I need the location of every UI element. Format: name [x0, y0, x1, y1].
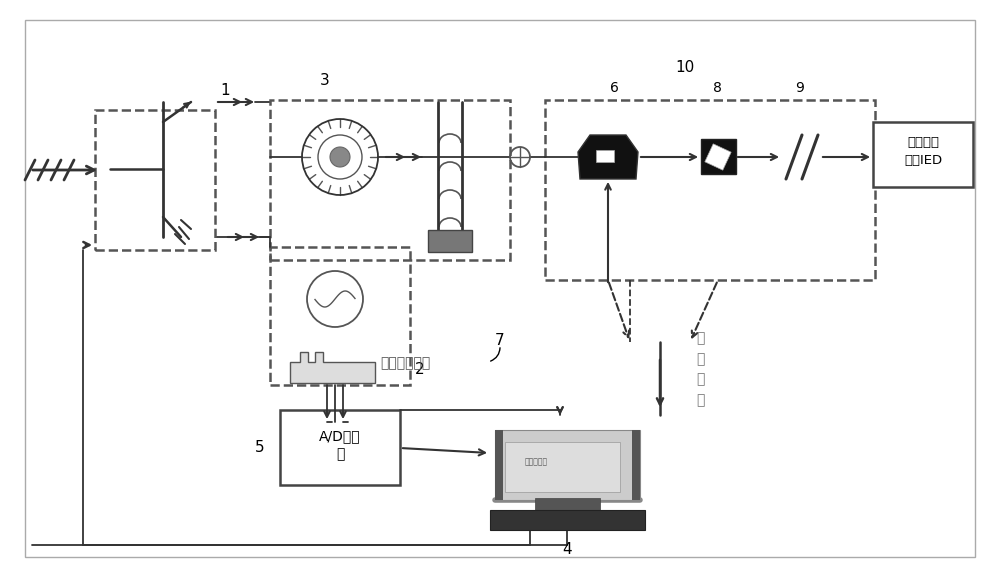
Bar	[495, 430, 503, 500]
Bar	[280, 410, 400, 485]
Bar	[270, 247, 410, 385]
Polygon shape	[705, 144, 731, 170]
Polygon shape	[290, 352, 375, 383]
Text: 5: 5	[255, 440, 265, 455]
Polygon shape	[578, 135, 638, 179]
Bar	[505, 442, 620, 492]
Text: 9: 9	[795, 81, 804, 95]
Text: 7: 7	[495, 333, 505, 348]
Text: 4: 4	[562, 542, 572, 557]
Text: 同步时钟信号: 同步时钟信号	[380, 356, 430, 370]
Bar	[545, 100, 875, 280]
Text: 2: 2	[415, 362, 425, 377]
Bar	[632, 430, 640, 500]
Text: 10: 10	[675, 60, 694, 75]
Bar	[495, 430, 640, 500]
Bar	[490, 510, 645, 530]
Text: 8: 8	[713, 81, 722, 95]
Bar	[95, 110, 215, 250]
Text: 3: 3	[320, 73, 330, 88]
Bar	[596, 150, 614, 162]
Text: 计算测试仪: 计算测试仪	[525, 458, 548, 466]
Bar	[873, 122, 973, 187]
Bar	[535, 498, 600, 512]
Circle shape	[330, 147, 350, 167]
Bar	[701, 139, 736, 174]
Text: 6: 6	[610, 81, 619, 95]
Text: 1: 1	[220, 83, 230, 98]
Bar	[428, 230, 472, 252]
Bar	[270, 100, 510, 260]
Text: 待
测
信
号: 待 测 信 号	[696, 331, 704, 407]
Text: 智能用电
设备IED: 智能用电 设备IED	[904, 137, 942, 167]
Text: A/D采样
器: A/D采样 器	[319, 429, 361, 461]
